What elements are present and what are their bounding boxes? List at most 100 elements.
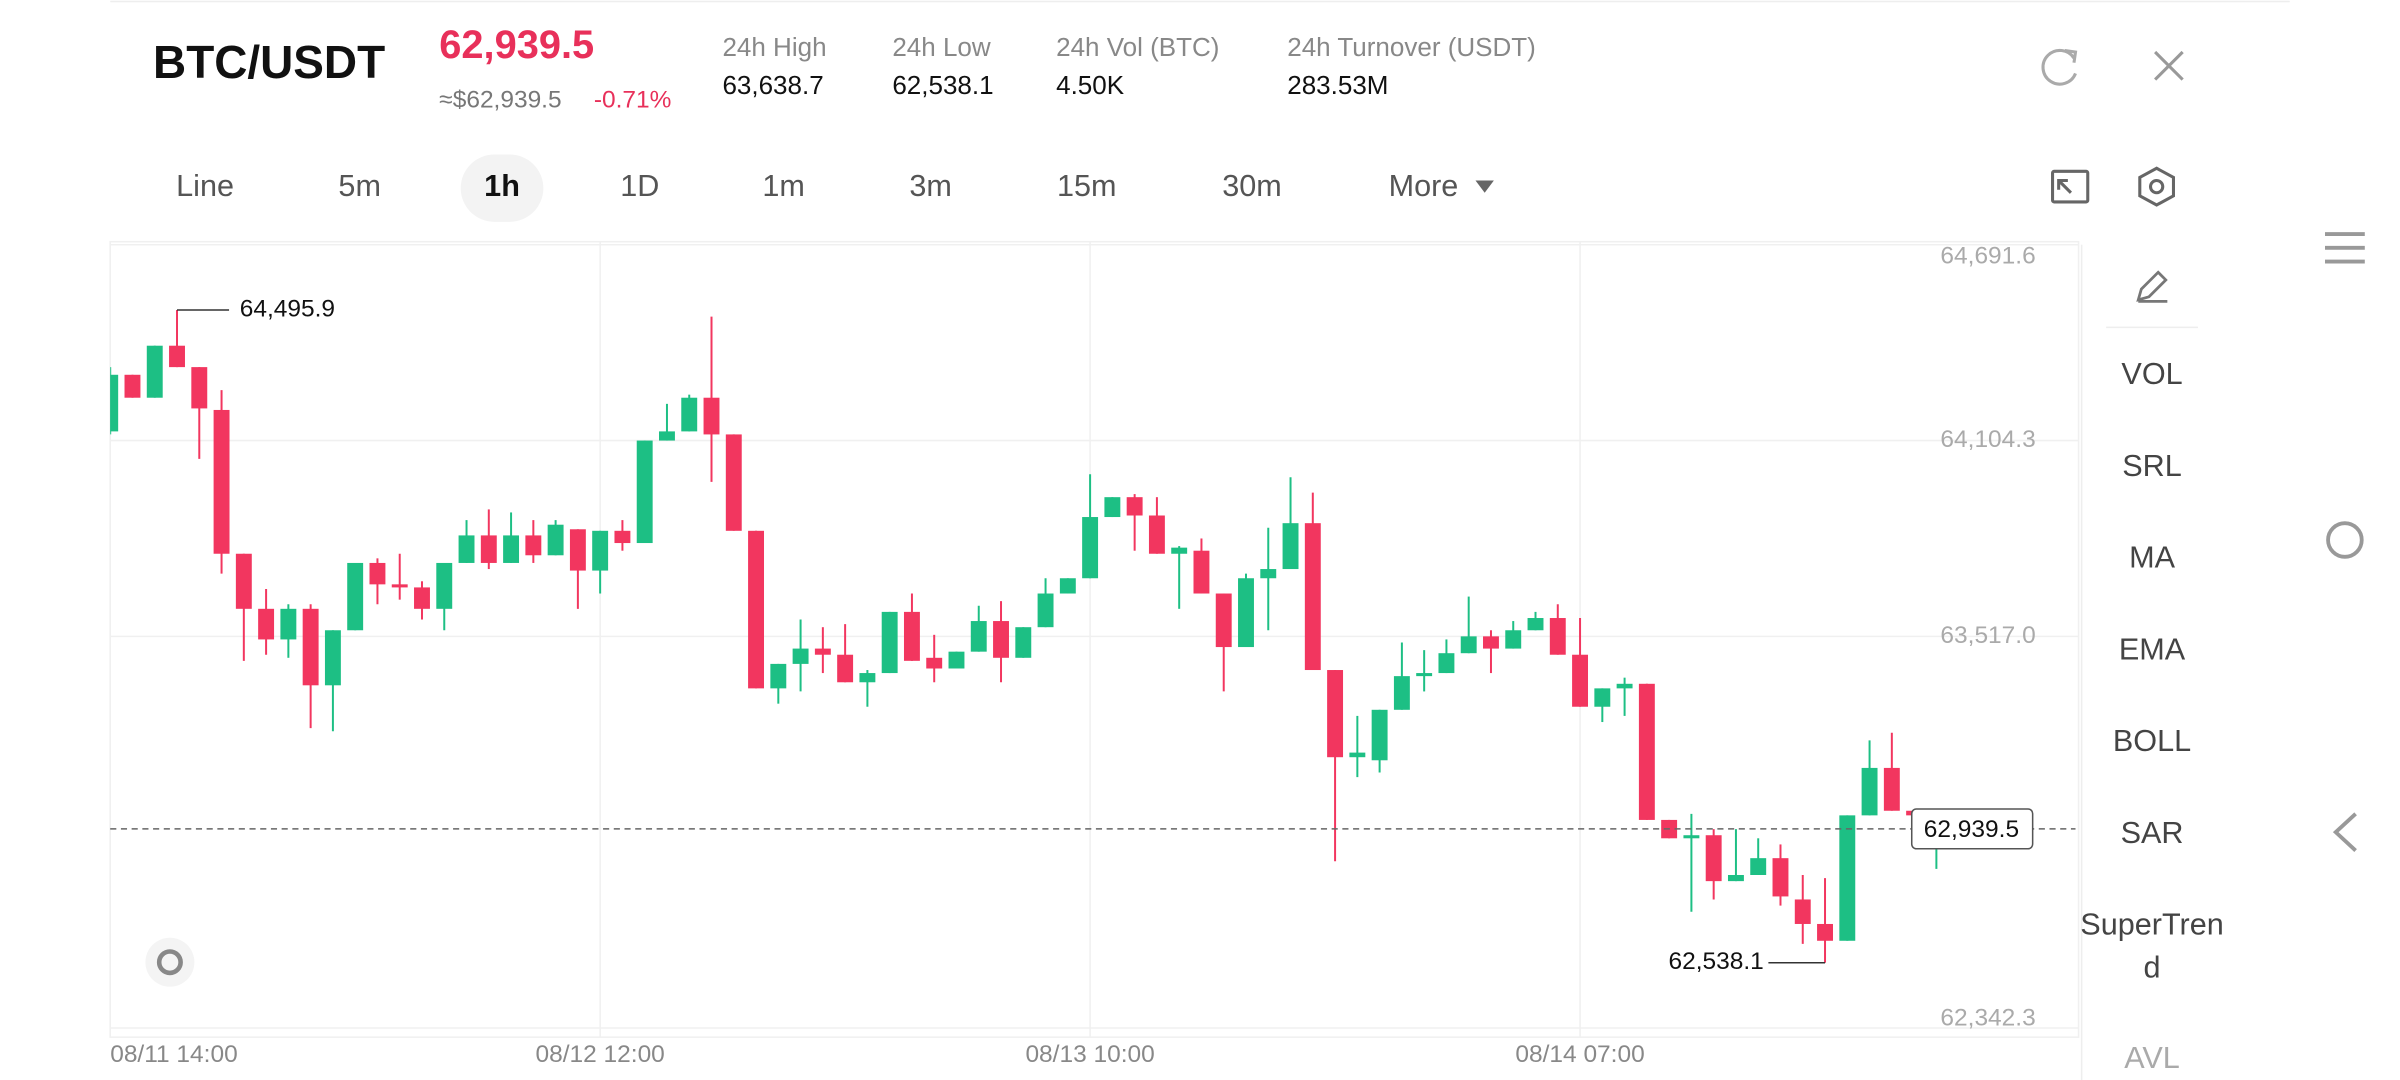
candle-body xyxy=(1505,630,1522,649)
candle-body xyxy=(1282,523,1299,570)
candle-body xyxy=(970,621,987,652)
candle-body xyxy=(436,562,453,609)
candle-body xyxy=(1215,593,1232,648)
y-tick-label: 64,691.6 xyxy=(1940,242,2035,269)
tab[interactable]: 30m xyxy=(1222,169,1282,203)
candle-body xyxy=(110,374,119,432)
candle-body xyxy=(1549,618,1566,655)
indicator-box[interactable]: SAR xyxy=(2079,812,2226,904)
candle-body xyxy=(703,397,720,435)
tab[interactable]: 1m xyxy=(762,169,805,203)
candle-body xyxy=(770,663,787,689)
tabs: Line 5m 1h 1D 1m 3m 15m 30m More xyxy=(176,154,1494,222)
stat-value: 63,638.7 xyxy=(722,70,823,100)
indicator[interactable]: SAR xyxy=(2120,816,2184,851)
candle-body xyxy=(169,345,185,368)
edit-icon[interactable] xyxy=(2136,270,2168,303)
candle-body xyxy=(503,535,520,563)
indicator[interactable]: MA xyxy=(2129,541,2175,576)
candle-body xyxy=(859,673,876,683)
candle-body xyxy=(146,345,163,398)
refresh-icon[interactable] xyxy=(2041,48,2078,86)
candle-body xyxy=(1705,835,1722,882)
logo-button[interactable] xyxy=(145,937,195,987)
stat-value: 4.50K xyxy=(1056,70,1125,100)
candle-body xyxy=(1349,752,1366,758)
chart: 64,691.6 64,104.3 63,517.0 62,342.3 08/11 14… xyxy=(109,240,2080,1068)
indicator-box[interactable]: EMA xyxy=(2079,629,2226,721)
indicator-box[interactable]: SuperTrend xyxy=(2079,904,2226,996)
candle-body xyxy=(1148,515,1165,554)
tab[interactable]: 15m xyxy=(1057,169,1117,203)
candle-body xyxy=(480,535,497,563)
close-icon[interactable] xyxy=(2154,50,2184,81)
candle-body xyxy=(725,434,742,531)
fiat-price: ≈$62,939.5 xyxy=(439,86,561,113)
tab[interactable]: More xyxy=(1389,169,1459,203)
candle-body xyxy=(1839,815,1856,941)
indicator-box[interactable]: MA xyxy=(2079,537,2226,629)
indicator-box[interactable]: AVL xyxy=(2079,1037,2226,1080)
candle-body xyxy=(636,440,653,544)
tab[interactable]: 1h xyxy=(484,169,520,203)
nav-back[interactable] xyxy=(2332,812,2357,852)
stat-label: 24h Low xyxy=(892,32,991,62)
indicator[interactable]: BOLL xyxy=(2112,725,2192,759)
candle-body xyxy=(748,530,765,689)
price: 62,939.5 xyxy=(439,23,594,67)
candle-body xyxy=(1572,654,1589,707)
nav-home[interactable] xyxy=(2326,521,2364,559)
y-tick-label: 64,104.3 xyxy=(1940,426,2035,453)
indicator[interactable]: VOL xyxy=(2121,357,2183,392)
candle-body xyxy=(1260,569,1277,579)
candle-body xyxy=(1727,874,1744,882)
candle-body xyxy=(1037,593,1054,628)
candle-body xyxy=(1527,618,1544,631)
stat-label: 24h Turnover (USDT) xyxy=(1287,32,1536,62)
change: -0.71% xyxy=(594,86,672,113)
candle-body xyxy=(1616,683,1633,689)
indicator-box[interactable]: SRL xyxy=(2079,445,2226,537)
candle-body xyxy=(814,648,831,655)
stat-value: 283.53M xyxy=(1287,70,1388,100)
candle-body xyxy=(1750,858,1767,875)
candle-body xyxy=(592,530,609,571)
candle-body xyxy=(614,530,631,544)
candle-body xyxy=(1371,709,1388,761)
tab[interactable]: 1D xyxy=(620,169,659,203)
candle-body xyxy=(1082,517,1099,579)
tab[interactable]: Line xyxy=(176,169,234,203)
indicator[interactable]: SRL xyxy=(2122,449,2182,484)
candle-body xyxy=(213,409,230,554)
tab[interactable]: 3m xyxy=(909,169,952,203)
candle-body xyxy=(1015,627,1032,658)
indicator[interactable]: AVL xyxy=(2124,1041,2180,1076)
indicator[interactable]: EMA xyxy=(2118,633,2186,667)
settings-icon[interactable] xyxy=(2138,166,2175,207)
candle-body xyxy=(324,630,341,686)
candle-body xyxy=(1638,683,1655,820)
plot-frame xyxy=(109,240,2080,1038)
tab[interactable]: 5m xyxy=(338,169,381,203)
candle-body xyxy=(302,608,319,686)
active-tab-bg xyxy=(460,154,544,222)
fullscreen-icon[interactable] xyxy=(2051,169,2090,204)
candle-body xyxy=(926,657,943,669)
indicator-box[interactable]: BOLL xyxy=(2079,721,2226,813)
candle-body xyxy=(1126,497,1143,516)
x-tick-label: 08/13 10:00 xyxy=(1025,1041,1154,1068)
indicator-box[interactable]: VOL xyxy=(2079,353,2226,445)
candle-body xyxy=(1438,653,1455,674)
nav-menu[interactable] xyxy=(2325,232,2365,264)
candle-body xyxy=(881,611,898,674)
candle-body xyxy=(1794,899,1811,924)
candle-body xyxy=(1817,923,1833,941)
candle-body xyxy=(1171,547,1188,554)
x-tick-label: 08/11 14:00 xyxy=(110,1041,237,1068)
candle-body xyxy=(681,397,698,432)
candle-body xyxy=(414,587,430,609)
candle-body xyxy=(1393,676,1410,710)
candle-body xyxy=(1327,670,1344,758)
candle-body xyxy=(569,529,586,571)
indicator[interactable]: SuperTrend xyxy=(2080,908,2224,986)
